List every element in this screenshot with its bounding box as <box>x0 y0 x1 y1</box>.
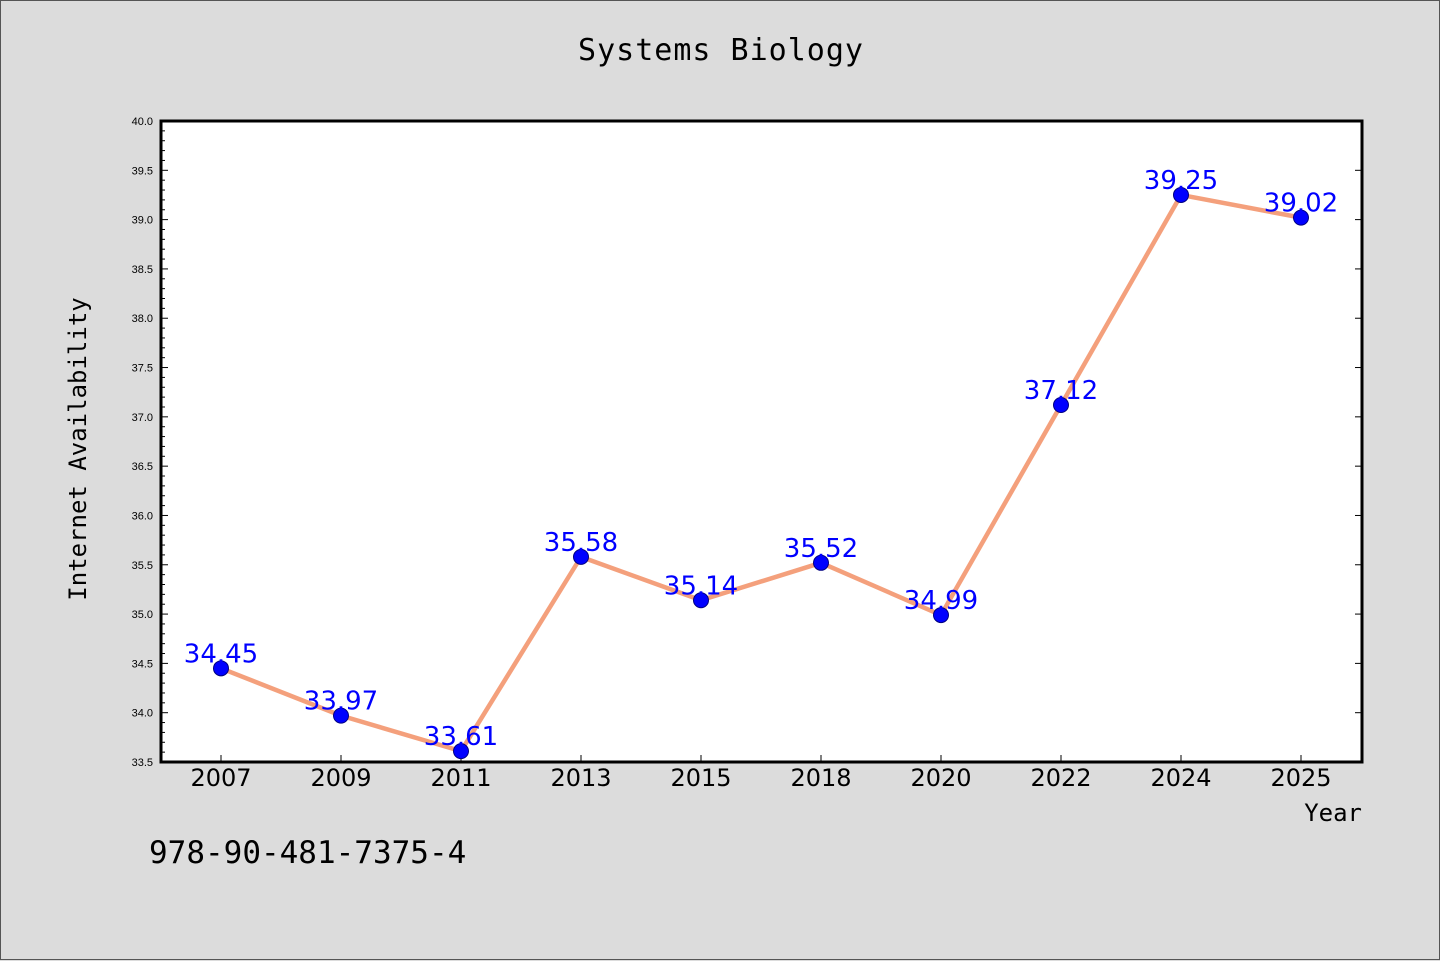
y-tick-label: 35.5 <box>132 560 153 572</box>
isbn-text: 978-90-481-7375-4 <box>149 835 467 871</box>
x-tick-label: 2018 <box>790 764 851 792</box>
data-label: 35.58 <box>544 528 618 558</box>
data-point <box>453 743 469 760</box>
data-label: 33.61 <box>424 722 498 752</box>
data-point <box>1053 397 1069 414</box>
y-tick-label: 40.0 <box>132 116 153 128</box>
x-tick-label: 2011 <box>430 764 491 792</box>
data-point <box>213 660 229 677</box>
data-label: 35.52 <box>784 534 858 564</box>
y-tick-label: 39.0 <box>132 215 153 227</box>
data-point <box>1293 209 1309 226</box>
data-point <box>813 554 829 571</box>
x-axis: 2007 2009 2011 2013 2015 2018 2020 2022 2024 2025 <box>190 755 1332 792</box>
data-point <box>1173 186 1189 203</box>
data-label: 35.14 <box>664 571 738 601</box>
data-label: 33.97 <box>304 687 378 717</box>
y-tick-label: 37.0 <box>132 412 153 424</box>
y-tick-label: 38.5 <box>132 264 153 276</box>
y-tick-label: 37.5 <box>132 363 153 375</box>
x-tick-label: 2013 <box>550 764 611 792</box>
data-point <box>333 707 349 724</box>
y-tick-label: 39.5 <box>132 165 153 177</box>
data-label: 34.45 <box>184 639 258 669</box>
y-tick-label: 34.5 <box>132 658 153 670</box>
data-point <box>933 607 949 624</box>
data-points <box>213 186 1309 760</box>
data-labels: 34.45 33.97 33.61 35.58 35.14 35.52 34.99 37.12… <box>184 166 1338 752</box>
x-tick-label: 2020 <box>910 764 971 792</box>
data-label: 34.99 <box>904 586 978 616</box>
y-tick-label: 36.0 <box>132 510 153 522</box>
x-tick-label: 2009 <box>310 764 371 792</box>
x-tick-label: 2007 <box>190 764 251 792</box>
y-tick-label: 33.5 <box>132 757 153 769</box>
data-point <box>573 548 589 565</box>
data-label: 37.12 <box>1024 376 1098 406</box>
data-label: 39.25 <box>1144 166 1218 196</box>
y-axis-label: Internet Availability <box>64 297 92 600</box>
y-tick-label: 34.0 <box>132 708 153 720</box>
y-tick-label: 35.0 <box>132 609 153 621</box>
series-line <box>220 192 1302 754</box>
chart-title: Systems Biology <box>578 33 864 68</box>
x-tick-label: 2024 <box>1150 764 1211 792</box>
plot-area <box>159 119 1364 764</box>
y-axis: 33.5 34.0 34.5 35.0 35.5 36.0 36.5 37.0 37.5 38.0… <box>132 116 1362 769</box>
y-tick-label: 36.5 <box>132 461 153 473</box>
data-label: 39.02 <box>1264 189 1338 219</box>
x-axis-label: Year <box>1304 799 1362 827</box>
x-tick-label: 2025 <box>1270 764 1331 792</box>
data-point <box>693 592 709 609</box>
x-tick-label: 2022 <box>1030 764 1091 792</box>
x-tick-label: 2015 <box>670 764 731 792</box>
y-tick-label: 38.0 <box>132 313 153 325</box>
